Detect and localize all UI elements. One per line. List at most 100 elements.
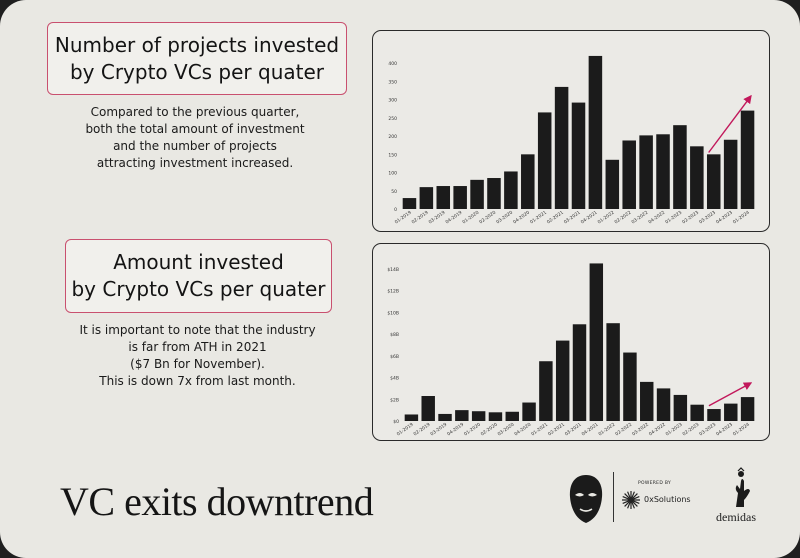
amount-xtick-label: 03-2019 <box>429 422 448 438</box>
amount-xtick-label: 01-2024 <box>732 422 751 438</box>
projects-bar <box>470 179 484 209</box>
amount-xtick-label: 04-2021 <box>581 422 600 438</box>
projects-ytick-label: 300 <box>388 98 397 104</box>
amount-trend-arrow <box>708 382 753 407</box>
amount-xtick-label: 02-2023 <box>681 422 700 438</box>
projects-title-line1: Number of projects invested <box>54 32 340 57</box>
projects-xtick-label: 01-2022 <box>597 210 616 226</box>
projects-xtick-label: 01-2021 <box>529 210 548 226</box>
projects-bar-chart: 05010015020025030035040001-201902-201903… <box>388 55 755 226</box>
amount-bar <box>740 397 755 421</box>
amount-xtick-label: 01-2023 <box>665 422 684 438</box>
projects-xtick-label: 03-2020 <box>495 210 514 226</box>
amount-title-line1: Amount invested <box>113 250 284 274</box>
projects-desc-line: both the total amount of investment <box>85 122 305 136</box>
projects-xtick-label: 04-2022 <box>647 210 666 226</box>
amount-desc-line: This is down 7x from last month. <box>99 374 296 388</box>
amount-bar <box>724 403 738 421</box>
projects-chart-title-box: Number of projects invested by Crypto VC… <box>47 22 347 95</box>
projects-xtick-label: 04-2023 <box>715 210 734 226</box>
amount-chart-frame: $0 $2B $4B $6B $8B $10B $12B $14B 01-2019 02-2019… <box>372 243 770 441</box>
amount-ytick-label: $2B <box>390 397 399 403</box>
projects-ytick-label: 50 <box>391 189 397 195</box>
amount-desc-line: ($7 Bn for November). <box>130 357 265 371</box>
projects-xtick-label: 02-2023 <box>681 210 700 226</box>
projects-title-line2: by Crypto VCs per quater <box>69 59 325 84</box>
projects-bar <box>487 178 501 209</box>
projects-xtick-label: 02-2019 <box>411 210 430 226</box>
amount-xtick-label: 02-2021 <box>547 422 566 438</box>
amount-bar <box>421 396 435 421</box>
amount-ytick-label: $10B <box>387 310 399 316</box>
amount-bar <box>707 409 721 421</box>
amount-bar-chart: $0$2B$4B$6B$8B$10B$12B$14B01-201902-2019… <box>387 263 755 438</box>
amount-ytick-label: $8B <box>390 332 399 338</box>
projects-bar <box>436 186 451 209</box>
projects-xtick-label: 03-2021 <box>563 210 582 226</box>
projects-bar <box>588 55 603 209</box>
projects-description: Compared to the previous quarter, both t… <box>60 104 330 172</box>
amount-chart-title-box: Amount invested by Crypto VCs per quater <box>65 239 332 313</box>
projects-ytick-label: 100 <box>388 171 397 177</box>
projects-bar <box>419 187 434 209</box>
projects-ytick-label: 0 <box>394 207 397 213</box>
projects-ytick-label: 250 <box>388 116 397 122</box>
projects-bar <box>723 139 738 209</box>
amount-bar <box>606 323 620 421</box>
projects-bar <box>706 154 721 209</box>
amount-xtick-label: 03-2021 <box>564 422 583 438</box>
projects-bar <box>639 135 653 209</box>
amount-ytick-label: $0 <box>393 419 399 425</box>
amount-ytick-label: $4B <box>390 376 399 382</box>
projects-bar <box>453 186 467 209</box>
projects-desc-line: attracting investment increased. <box>96 156 294 170</box>
projects-xtick-label: 03-2022 <box>630 210 649 226</box>
amount-bar <box>522 402 536 421</box>
projects-bar <box>656 134 670 209</box>
oxsolutions-powered-label: POWERED BY <box>638 481 672 486</box>
projects-bar <box>622 140 636 209</box>
amount-bar <box>589 263 604 421</box>
projects-chart-frame: 0 50 100 150 200 250 300 350 400 01-2019 02-2019 03… <box>372 30 770 232</box>
amount-bar <box>488 412 503 421</box>
amount-desc-line: It is important to note that the industr… <box>79 323 316 337</box>
amount-bar <box>455 410 469 421</box>
projects-bar <box>605 159 620 209</box>
amount-xtick-label: 03-2023 <box>698 422 717 438</box>
amount-bar <box>623 352 637 421</box>
projects-xtick-label: 04-2019 <box>444 210 463 226</box>
projects-xtick-label: 01-2024 <box>732 210 751 226</box>
amount-description: It is important to note that the industr… <box>55 322 340 390</box>
amount-xtick-label: 01-2021 <box>530 422 549 438</box>
projects-desc-line: Compared to the previous quarter, <box>90 105 300 119</box>
demidas-name: demidas <box>716 510 756 524</box>
amount-bar <box>404 414 419 421</box>
amount-ytick-label: $12B <box>387 289 399 295</box>
amount-title-line2: by Crypto VCs per quater <box>71 277 326 301</box>
oxsolutions-name: 0xSolutions <box>644 495 691 504</box>
amount-ytick-label: $14B <box>387 267 399 273</box>
projects-xtick-label: 04-2020 <box>512 210 531 226</box>
amount-xtick-label: 04-2022 <box>648 422 667 438</box>
amount-xtick-label: 03-2020 <box>497 422 516 438</box>
amount-xtick-label: 04-2020 <box>513 422 532 438</box>
projects-xtick-label: 02-2022 <box>614 210 633 226</box>
amount-bar <box>640 381 654 421</box>
projects-bar <box>673 125 687 209</box>
amount-bar <box>438 413 452 421</box>
projects-bar <box>571 102 586 209</box>
amount-bar <box>673 394 688 421</box>
projects-ytick-label: 150 <box>388 152 397 158</box>
projects-xtick-label: 02-2020 <box>478 210 497 226</box>
projects-bar <box>740 110 755 209</box>
mask-logo-icon <box>569 475 603 523</box>
projects-xtick-label: 04-2021 <box>580 210 599 226</box>
footer-title: VC exits downtrend <box>60 479 374 524</box>
amount-bar <box>572 324 587 421</box>
projects-desc-line: and the number of projects <box>113 139 277 153</box>
amount-xtick-label: 02-2020 <box>480 422 499 438</box>
amount-bar <box>539 361 553 421</box>
amount-bar <box>505 411 519 421</box>
amount-xtick-label: 02-2019 <box>413 422 432 438</box>
amount-xtick-label: 01-2020 <box>463 422 482 438</box>
